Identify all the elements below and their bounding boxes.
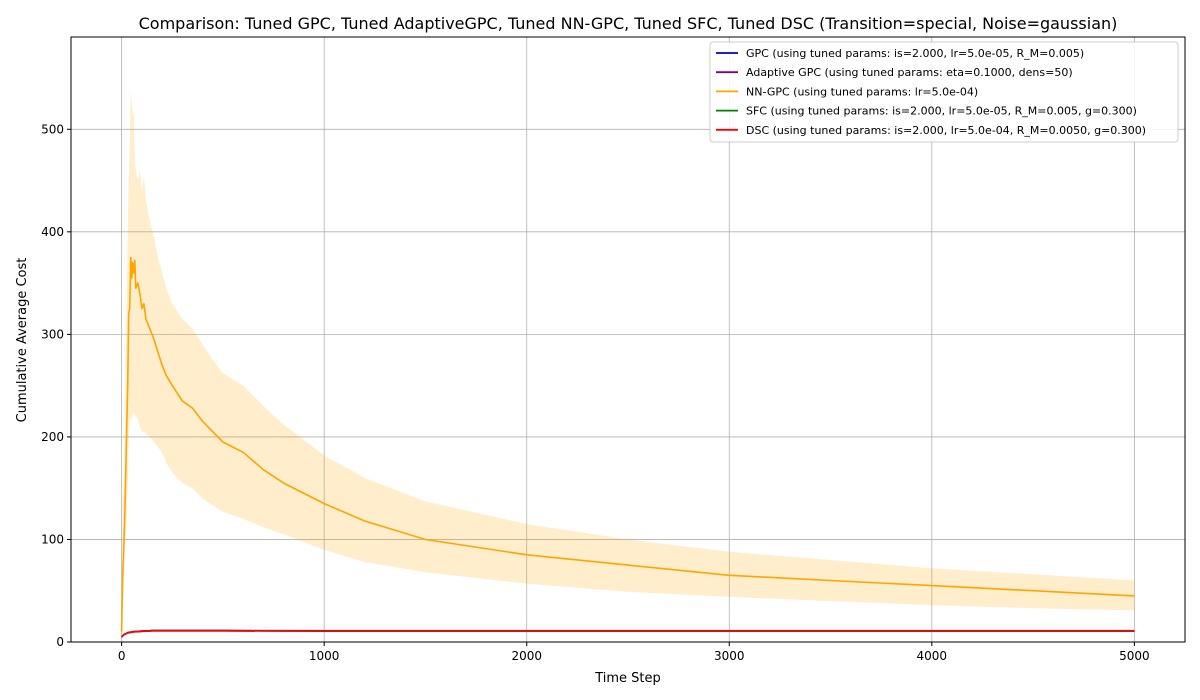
confidence-bands (121, 90, 1135, 638)
x-tick-label: 0 (118, 649, 126, 663)
band-2 (121, 90, 1135, 637)
y-tick-label: 500 (41, 122, 64, 136)
y-tick-label: 300 (41, 327, 64, 341)
x-axis-label: Time Step (594, 671, 661, 686)
series-line-4 (121, 629, 1135, 638)
x-axis-ticks: 0 1000 2000 3000 4000 5000 (118, 642, 1150, 663)
y-tick-label: 400 (41, 225, 64, 239)
y-tick-label: 100 (41, 532, 64, 546)
y-tick-label: 200 (41, 430, 64, 444)
y-axis-ticks: 0 100 200 300 400 500 (41, 122, 71, 649)
x-tick-label: 1000 (309, 649, 340, 663)
legend-label-2: NN-GPC (using tuned params: lr=5.0e-04) (746, 85, 978, 98)
legend-label-3: SFC (using tuned params: is=2.000, lr=5.… (746, 105, 1137, 118)
legend-label-0: GPC (using tuned params: is=2.000, lr=5.… (746, 47, 1084, 60)
series-lines (120, 256, 1135, 638)
plot-frame (70, 36, 1186, 643)
legend: GPC (using tuned params: is=2.000, lr=5.… (709, 41, 1179, 143)
x-tick-label: 4000 (917, 649, 948, 663)
y-axis-label: Cumulative Average Cost (15, 258, 30, 423)
series-line-2 (120, 256, 1135, 632)
legend-label-1: Adaptive GPC (using tuned params: eta=0.… (746, 66, 1073, 79)
legend-box (709, 41, 1179, 143)
chart-title: Comparison: Tuned GPC, Tuned AdaptiveGPC… (139, 14, 1118, 33)
x-tick-label: 3000 (714, 649, 745, 663)
legend-label-4: DSC (using tuned params: is=2.000, lr=5.… (746, 124, 1146, 137)
x-tick-label: 2000 (511, 649, 542, 663)
x-tick-label: 5000 (1119, 649, 1150, 663)
y-tick-label: 0 (56, 635, 64, 649)
